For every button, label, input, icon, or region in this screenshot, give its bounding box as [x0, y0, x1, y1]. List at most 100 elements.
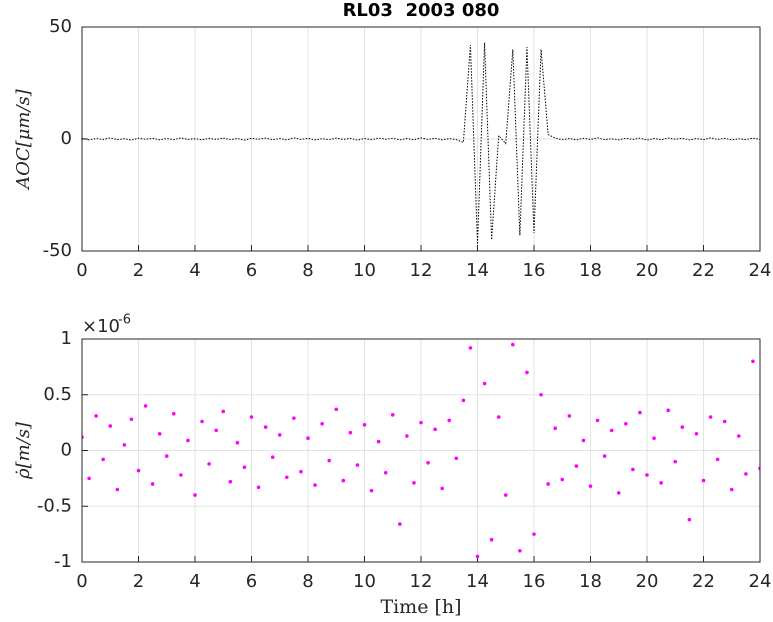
- data-point: [383, 471, 388, 475]
- data-point: [751, 359, 755, 364]
- x-tick-label: 22: [692, 571, 715, 592]
- data-point: [94, 414, 98, 418]
- chart-title: RL03 2003 080: [343, 0, 500, 21]
- x-tick-label: 16: [523, 571, 546, 592]
- data-point: [186, 438, 190, 443]
- data-point: [722, 419, 727, 424]
- data-point: [327, 458, 331, 463]
- exponent-power: -6: [118, 313, 131, 328]
- data-point: [115, 487, 120, 492]
- data-point: [292, 416, 296, 420]
- data-point: [341, 478, 346, 483]
- x-tick-label: 20: [636, 260, 659, 281]
- data-point: [362, 423, 367, 427]
- x-tick-label: 6: [246, 571, 257, 592]
- data-point: [249, 415, 254, 419]
- data-point: [475, 554, 480, 559]
- x-tick-label: 18: [579, 571, 602, 592]
- data-point: [624, 421, 628, 426]
- data-point: [242, 465, 247, 470]
- x-tick-label: 24: [749, 571, 772, 592]
- data-point: [680, 425, 685, 429]
- data-point: [313, 483, 317, 487]
- x-tick-label: 12: [410, 260, 433, 281]
- data-point: [426, 460, 430, 465]
- data-point: [616, 491, 621, 495]
- data-point: [228, 479, 233, 484]
- data-point: [631, 467, 635, 472]
- data-point: [263, 425, 268, 429]
- data-point: [136, 468, 141, 473]
- axes-box: [81, 338, 761, 563]
- data-point: [214, 428, 218, 433]
- data-point: [101, 457, 105, 462]
- data-point: [270, 455, 275, 459]
- data-point: [433, 427, 437, 432]
- y-tick-label: 0: [61, 440, 72, 461]
- data-point: [482, 381, 487, 386]
- data-point: [673, 459, 678, 464]
- data-point: [737, 434, 741, 438]
- data-point: [207, 462, 211, 466]
- data-point: [285, 475, 289, 480]
- data-point: [179, 473, 183, 477]
- data-point: [687, 517, 692, 522]
- data-point: [454, 456, 459, 461]
- data-point: [503, 493, 508, 497]
- x-tick-label: 20: [636, 571, 659, 592]
- y-tick-label: 1: [61, 328, 72, 349]
- data-point: [532, 532, 536, 536]
- data-point: [143, 404, 148, 408]
- data-point: [518, 549, 522, 553]
- data-point: [256, 485, 261, 490]
- data-point: [659, 481, 663, 485]
- data-point: [744, 472, 748, 476]
- x-tick-label: 10: [353, 571, 376, 592]
- y-axis-label: ρ̇[m/s]: [13, 421, 34, 480]
- data-point: [306, 436, 310, 441]
- data-point: [701, 478, 706, 483]
- data-point: [334, 407, 339, 412]
- data-point: [546, 482, 550, 486]
- data-line: [82, 42, 760, 245]
- data-point: [581, 438, 586, 443]
- data-point: [277, 433, 282, 437]
- x-tick-label: 12: [410, 571, 433, 592]
- exponent-base: ×10: [82, 316, 120, 337]
- data-point: [398, 522, 402, 526]
- data-point: [193, 493, 197, 497]
- data-point: [588, 484, 593, 488]
- y-tick-label: 50: [49, 16, 72, 37]
- data-point: [574, 464, 579, 468]
- x-tick-label: 6: [246, 260, 257, 281]
- data-point: [539, 392, 543, 397]
- y-tick-label: 0.5: [43, 384, 72, 405]
- x-tick-label: 10: [353, 260, 376, 281]
- data-point: [560, 477, 565, 482]
- x-tick-label: 2: [133, 571, 144, 592]
- x-tick-label: 0: [76, 260, 87, 281]
- data-point: [164, 454, 169, 458]
- data-point: [348, 430, 353, 435]
- data-point: [609, 428, 614, 433]
- data-point: [390, 413, 395, 417]
- data-point: [355, 463, 360, 467]
- data-point: [235, 440, 240, 445]
- x-tick-label: 14: [466, 260, 489, 281]
- data-point: [172, 411, 176, 416]
- x-tick-label: 14: [466, 571, 489, 592]
- data-point: [496, 415, 501, 419]
- data-point: [221, 409, 226, 414]
- x-tick-label: 16: [523, 260, 546, 281]
- y-tick-label: -0.5: [37, 495, 72, 516]
- x-tick-label: 2: [133, 260, 144, 281]
- data-point: [447, 418, 452, 423]
- data-point: [553, 426, 557, 431]
- axes-box: [81, 26, 761, 252]
- y-tick-label: 0: [61, 128, 72, 149]
- x-tick-label: 0: [76, 571, 87, 592]
- x-tick-label: 22: [692, 260, 715, 281]
- data-point: [376, 439, 381, 444]
